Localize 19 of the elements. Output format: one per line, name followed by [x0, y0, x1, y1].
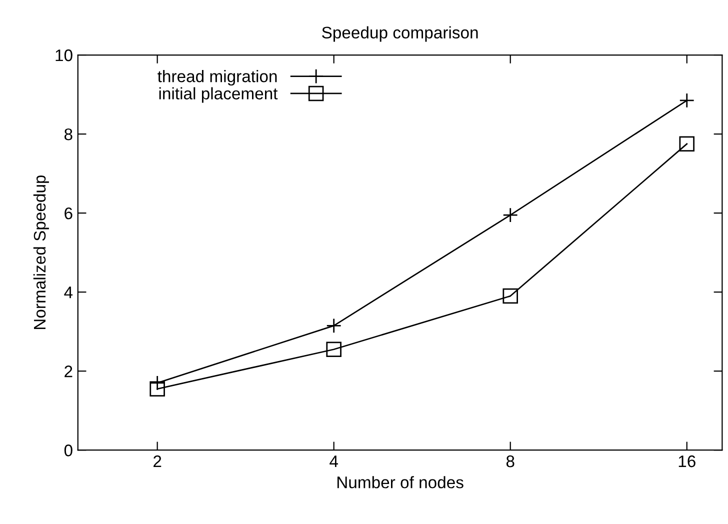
y-tick-label: 4 [64, 286, 73, 298]
y-tick-label: 10 [56, 49, 72, 62]
y-axis-title: Normalized Speedup [33, 175, 49, 330]
x-axis-title: Number of nodes [337, 476, 464, 488]
legend-label: initial placement [159, 87, 278, 103]
x-tick-label: 16 [678, 455, 696, 468]
x-tick-label: 2 [154, 455, 162, 468]
point [150, 381, 165, 397]
y-tick-label: 6 [64, 207, 72, 220]
chart-title: Speedup comparison [322, 26, 478, 42]
legend-label: thread migration [158, 70, 277, 86]
point [679, 136, 695, 152]
y-tick-label: 2 [64, 366, 72, 378]
y-tick-label: 8 [64, 128, 72, 140]
x-tick-label: 8 [506, 455, 514, 468]
y-tick-label: 0 [64, 444, 72, 456]
x-tick-label: 4 [330, 456, 338, 468]
point [502, 288, 518, 304]
point [326, 342, 342, 358]
